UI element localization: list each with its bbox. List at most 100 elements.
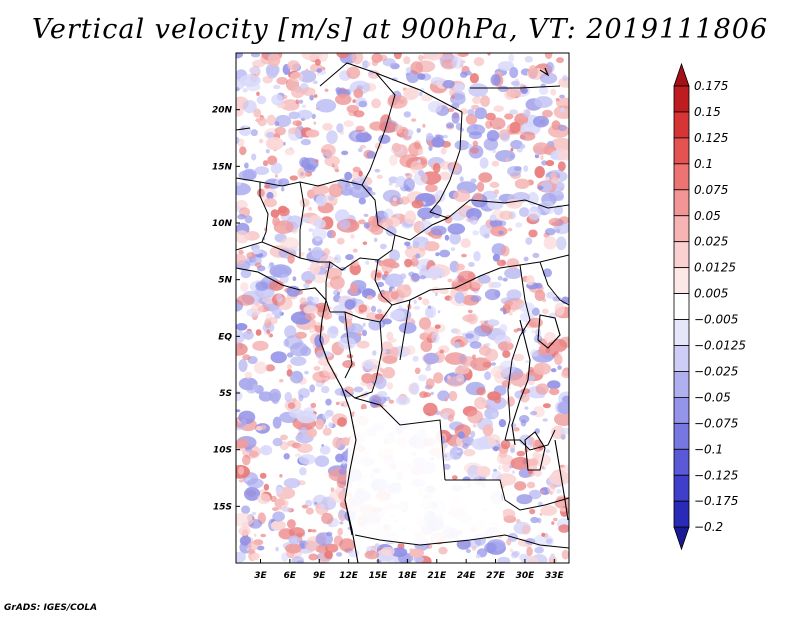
velocity-blob [523,256,529,262]
velocity-blob [540,155,544,161]
velocity-blob [244,215,253,224]
velocity-blob [442,463,451,470]
border-line [361,72,396,236]
lon-tick-label: 24E [457,571,477,581]
velocity-blob [551,425,565,439]
velocity-blob [256,91,260,97]
velocity-blob [275,546,279,552]
velocity-blob [316,98,337,113]
velocity-blob [273,84,281,90]
velocity-blob [415,253,421,259]
velocity-blob [265,137,284,151]
velocity-blob [419,275,426,280]
velocity-blob [526,556,540,563]
velocity-blob [451,475,458,480]
velocity-blob [366,295,373,300]
velocity-blob [236,338,240,345]
velocity-blob [288,127,301,135]
border-line [394,217,449,241]
velocity-blob [340,437,351,446]
velocity-blob [528,65,538,79]
velocity-blob [269,264,292,278]
velocity-blob [337,288,343,293]
velocity-blob [361,288,376,299]
velocity-blob [497,275,503,281]
velocity-blob [298,99,304,104]
velocity-blob [550,172,557,179]
velocity-blob [510,456,531,470]
velocity-blob [270,162,283,174]
near-zero-region [345,405,505,545]
velocity-blob [431,332,440,344]
colorbar-level-label: 0.005 [694,287,728,301]
velocity-blob [468,83,489,97]
velocity-blob [321,512,334,525]
velocity-blob [472,140,479,147]
colorbar-level-label: 0.075 [694,183,728,197]
velocity-blob [299,157,310,168]
colorbar-level-label: −0.075 [694,416,738,430]
velocity-blob [315,349,326,360]
velocity-blob [550,553,555,559]
velocity-blob [412,355,419,362]
velocity-blob [472,354,476,360]
velocity-blob [315,532,333,546]
velocity-blob [298,454,316,465]
velocity-blob [238,359,248,372]
velocity-blob [365,260,370,265]
velocity-blob [338,509,345,519]
velocity-blob [553,517,558,522]
lat-tick-label: 10N [212,219,233,229]
velocity-blob [532,252,540,259]
velocity-blob [560,427,569,435]
velocity-blob [453,277,459,283]
velocity-blob [344,171,353,181]
velocity-blob [319,255,335,268]
velocity-blob [422,298,430,306]
velocity-blob [236,181,242,186]
velocity-blob [556,236,567,251]
velocity-blob [382,318,392,325]
velocity-blob [467,409,484,424]
velocity-blob [524,56,533,63]
velocity-blob [403,177,415,192]
velocity-blob [242,100,257,114]
colorbar-segment [673,500,690,528]
lon-tick-label: 18E [398,571,418,581]
velocity-blob [236,136,240,144]
velocity-blob [453,341,460,349]
velocity-blob [364,550,380,560]
velocity-blob [534,96,553,108]
velocity-blob [492,149,497,154]
velocity-blob [561,549,569,560]
velocity-blob [404,87,420,100]
velocity-blob [319,445,331,455]
velocity-blob [370,305,377,313]
velocity-blob [394,124,403,134]
velocity-blob [314,58,321,66]
velocity-blob [465,549,471,553]
velocity-blob [356,174,368,186]
velocity-blob [272,511,285,522]
velocity-blob [404,258,413,268]
velocity-blob [363,213,369,217]
velocity-blob [493,189,500,195]
velocity-blob [351,259,359,267]
velocity-blob [550,88,557,96]
velocity-blob [469,341,482,349]
velocity-blob [545,160,555,167]
velocity-blob [370,191,376,196]
velocity-blob [358,100,368,108]
velocity-blob [260,424,267,430]
velocity-blob [506,289,522,301]
velocity-blob [507,227,513,232]
velocity-blob [418,296,422,301]
velocity-blob [246,478,264,489]
velocity-blob [519,553,529,562]
velocity-blob [338,219,351,230]
velocity-blob [309,384,316,393]
lat-tick-label: 5S [219,389,232,399]
velocity-blob [557,124,567,132]
velocity-blob [301,216,311,223]
velocity-blob [524,406,529,410]
